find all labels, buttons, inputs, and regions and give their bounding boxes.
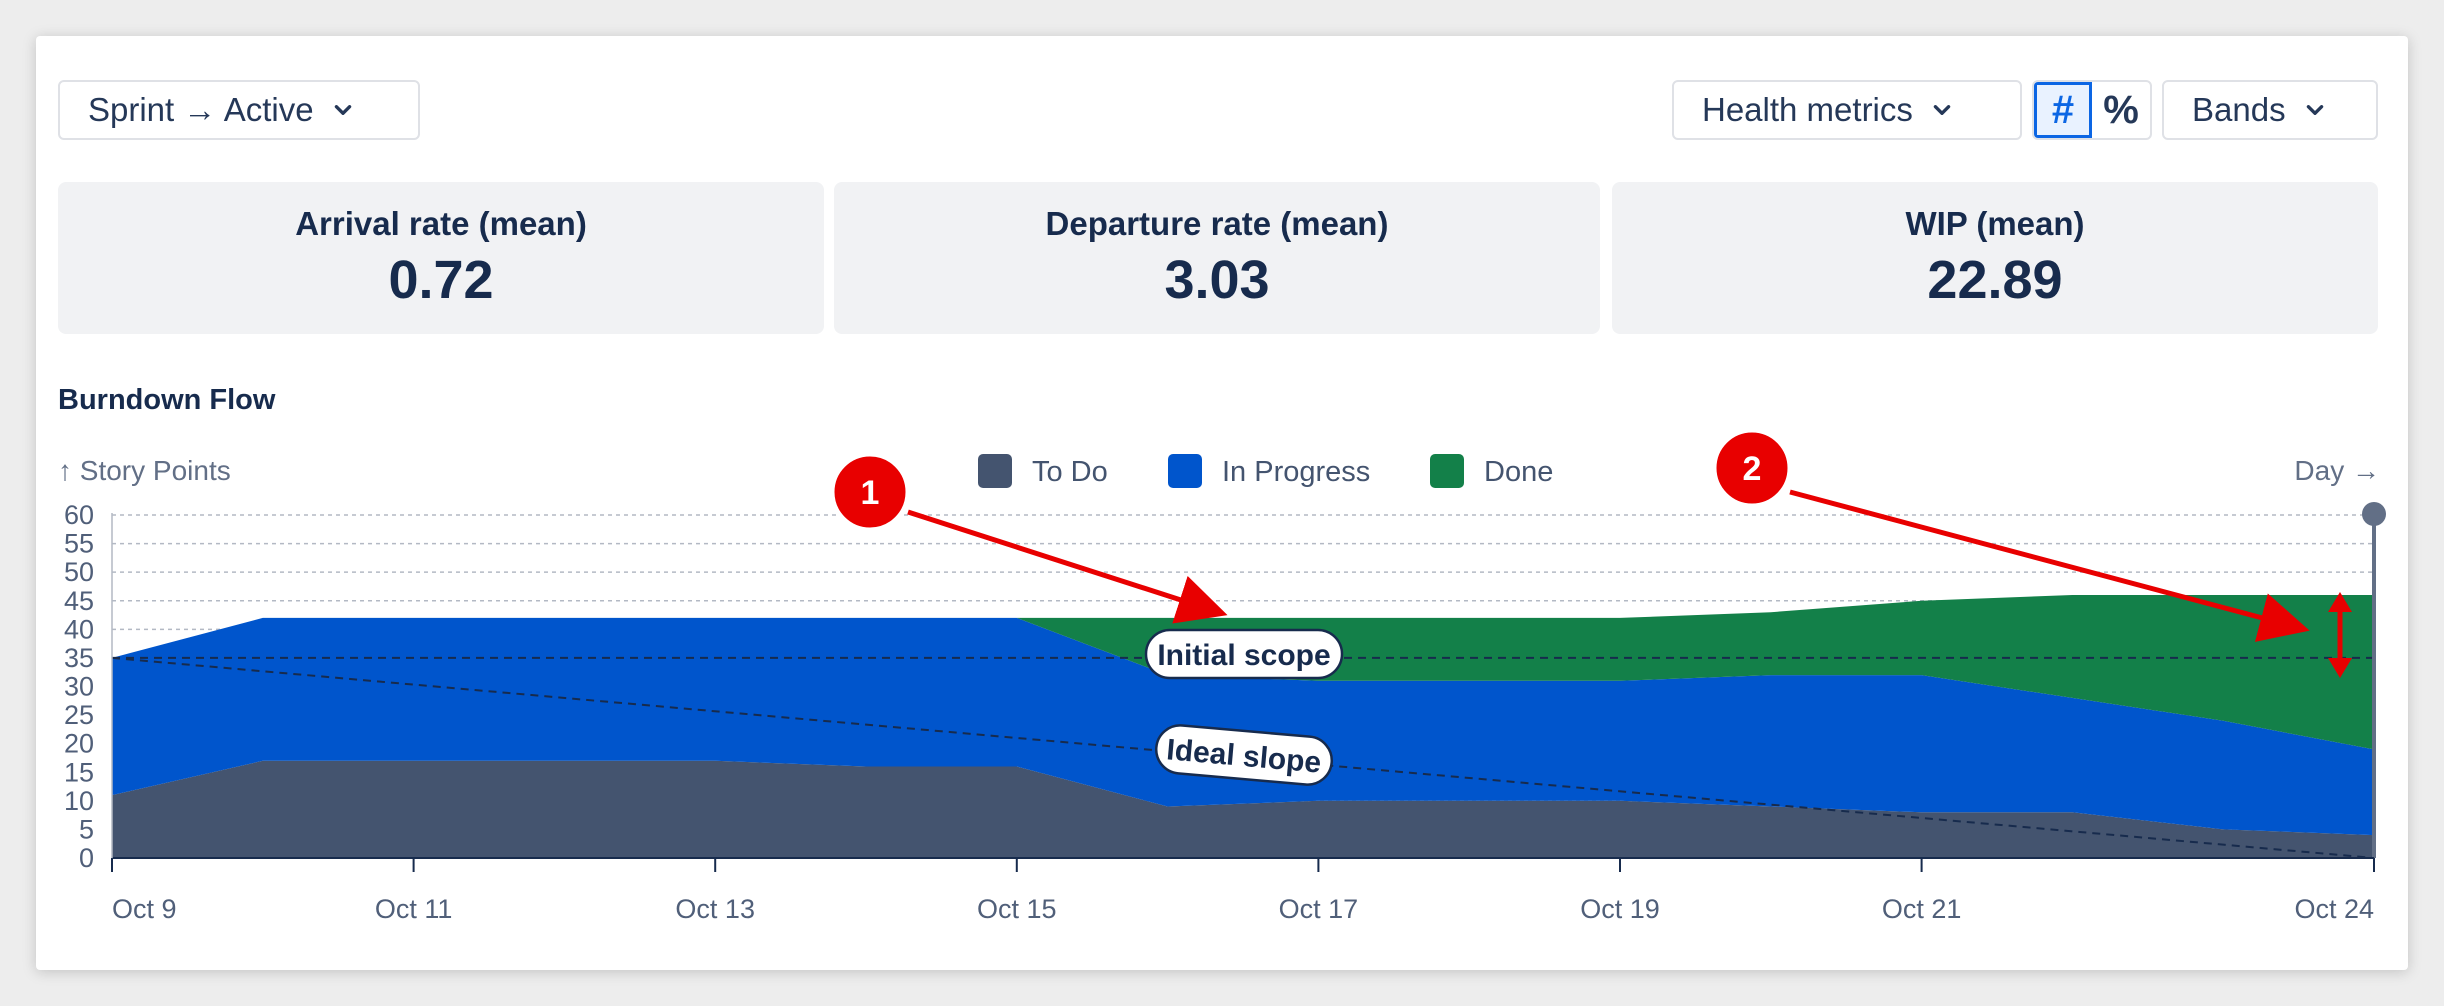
x-tick-label: Oct 19: [1580, 894, 1660, 924]
annotation-marker-1-circle: [831, 453, 909, 531]
legend-label-done: Done: [1484, 456, 1553, 488]
y-tick-label: 50: [64, 557, 94, 587]
y-tick-label: 60: [64, 500, 94, 530]
chevron-down-icon: [332, 99, 354, 121]
legend-swatch-to-do: [978, 454, 1012, 488]
health-metrics-dropdown[interactable]: Health metrics: [1672, 80, 2022, 140]
y-tick-label: 35: [64, 643, 94, 673]
annotation-arrow-1: [907, 509, 1228, 624]
y-tick-label: 5: [79, 814, 94, 844]
area-series-to-do: [112, 760, 2374, 858]
metric-card-arrival-rate: Arrival rate (mean) 0.72: [58, 182, 824, 334]
x-tick-label: Oct 11: [375, 894, 453, 924]
initial-scope-label-text: Initial scope: [1157, 639, 1330, 672]
y-tick-label: 30: [64, 672, 94, 702]
initial-scope-label-bg: [1144, 628, 1344, 680]
y-axis-title: ↑ Story Points: [58, 455, 231, 486]
section-title: Burndown Flow: [58, 384, 276, 416]
y-tick-label: 0: [79, 843, 94, 873]
gap-arrow-down-head: [2328, 658, 2352, 678]
metric-label: Arrival rate (mean): [295, 205, 587, 242]
health-metrics-label: Health metrics: [1702, 91, 1913, 128]
metric-value: 22.89: [1927, 250, 2063, 310]
legend-swatch-in-progress: [1168, 454, 1202, 488]
count-toggle-button[interactable]: #: [2034, 82, 2092, 138]
annotation-marker-2-circle: [1713, 429, 1791, 507]
today-marker-dot: [2362, 502, 2386, 526]
legend-label-to-do: To Do: [1032, 456, 1108, 488]
metric-card-departure-rate: Departure rate (mean) 3.03: [834, 182, 1600, 334]
x-tick-label: Oct 15: [977, 894, 1057, 924]
metric-card-wip: WIP (mean) 22.89: [1612, 182, 2378, 334]
chevron-down-icon: [2304, 99, 2326, 121]
area-series-in-progress: [112, 617, 2374, 836]
y-tick-label: 25: [64, 700, 94, 730]
annotation-arrow-2: [1789, 489, 2310, 642]
x-tick-label: Oct 17: [1279, 894, 1359, 924]
sprint-filter-label: Sprint → Active: [88, 91, 314, 128]
chevron-down-icon: [1931, 99, 1953, 121]
x-axis-title: Day →: [2294, 455, 2380, 486]
y-tick-label: 10: [64, 786, 94, 816]
y-tick-label: 20: [64, 729, 94, 759]
ideal-slope-label-bg: [1154, 724, 1334, 786]
bands-label: Bands: [2192, 91, 2286, 128]
metric-value: 3.03: [1164, 250, 1270, 310]
y-tick-label: 40: [64, 614, 94, 644]
x-tick-label: Oct 21: [1882, 894, 1962, 924]
bands-dropdown[interactable]: Bands: [2162, 80, 2378, 140]
legend-label-in-progress: In Progress: [1222, 456, 1370, 488]
metric-value: 0.72: [388, 250, 494, 310]
ideal-slope-label: Ideal slope: [1154, 724, 1334, 786]
gap-arrow-up-head: [2328, 592, 2352, 612]
unit-toggle-group: # %: [2032, 80, 2152, 140]
metric-label: Departure rate (mean): [1045, 205, 1389, 242]
x-tick-label: Oct 13: [675, 894, 755, 924]
x-tick-label: Oct 9: [112, 894, 177, 924]
metric-label: WIP (mean): [1905, 205, 2085, 242]
sprint-filter-dropdown[interactable]: Sprint → Active: [58, 80, 420, 140]
x-tick-label: Oct 24: [2294, 894, 2374, 924]
y-tick-label: 15: [64, 757, 94, 787]
y-tick-label: 45: [64, 586, 94, 616]
legend-swatch-done: [1430, 454, 1464, 488]
annotation-marker-2-number: 2: [1743, 450, 1762, 488]
y-tick-label: 55: [64, 529, 94, 559]
annotation-marker-1-number: 1: [861, 474, 880, 512]
percent-toggle-button[interactable]: %: [2103, 87, 2139, 132]
initial-scope-label: Initial scope: [1144, 628, 1344, 680]
